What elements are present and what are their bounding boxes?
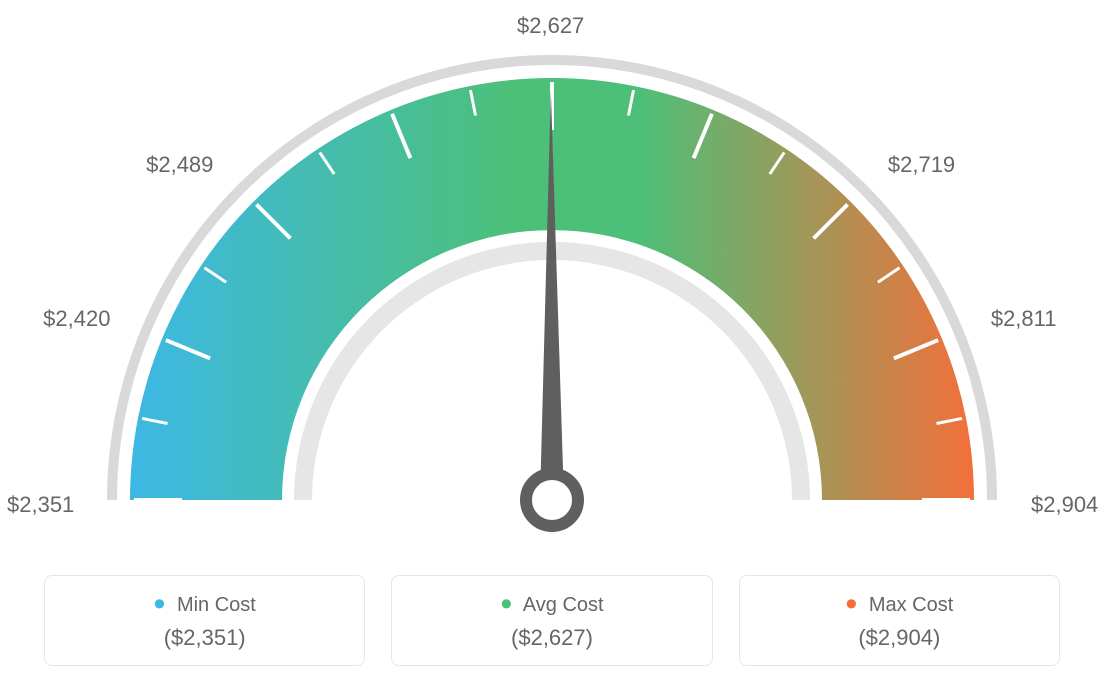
- avg-cost-title: • Avg Cost: [402, 594, 701, 617]
- max-dot-icon: •: [845, 585, 857, 623]
- avg-cost-value: ($2,627): [402, 625, 701, 651]
- avg-cost-title-text: Avg Cost: [523, 594, 604, 616]
- min-cost-value: ($2,351): [55, 625, 354, 651]
- gauge-tick-label: $2,351: [7, 492, 74, 518]
- min-dot-icon: •: [153, 585, 165, 623]
- avg-cost-card: • Avg Cost ($2,627): [391, 575, 712, 666]
- summary-cards: • Min Cost ($2,351) • Avg Cost ($2,627) …: [44, 575, 1060, 666]
- gauge-area: $2,351 $2,420 $2,489 $2,627 $2,719 $2,811 $2,9…: [0, 0, 1104, 560]
- min-cost-title: • Min Cost: [55, 594, 354, 617]
- max-cost-title-text: Max Cost: [869, 594, 953, 616]
- max-cost-title: • Max Cost: [750, 594, 1049, 617]
- min-cost-title-text: Min Cost: [177, 594, 256, 616]
- gauge-chart-root: $2,351 $2,420 $2,489 $2,627 $2,719 $2,811 $2,9…: [0, 0, 1104, 690]
- gauge-tick-label: $2,904: [1031, 492, 1098, 518]
- gauge-tick-label: $2,420: [43, 306, 110, 332]
- gauge-tick-label: $2,811: [991, 306, 1057, 332]
- gauge-tick-label: $2,719: [888, 152, 955, 178]
- gauge-svg: [52, 20, 1052, 560]
- avg-dot-icon: •: [500, 585, 512, 623]
- gauge-tick-label: $2,489: [146, 152, 213, 178]
- max-cost-card: • Max Cost ($2,904): [739, 575, 1060, 666]
- min-cost-card: • Min Cost ($2,351): [44, 575, 365, 666]
- gauge-tick-label: $2,627: [517, 13, 584, 39]
- max-cost-value: ($2,904): [750, 625, 1049, 651]
